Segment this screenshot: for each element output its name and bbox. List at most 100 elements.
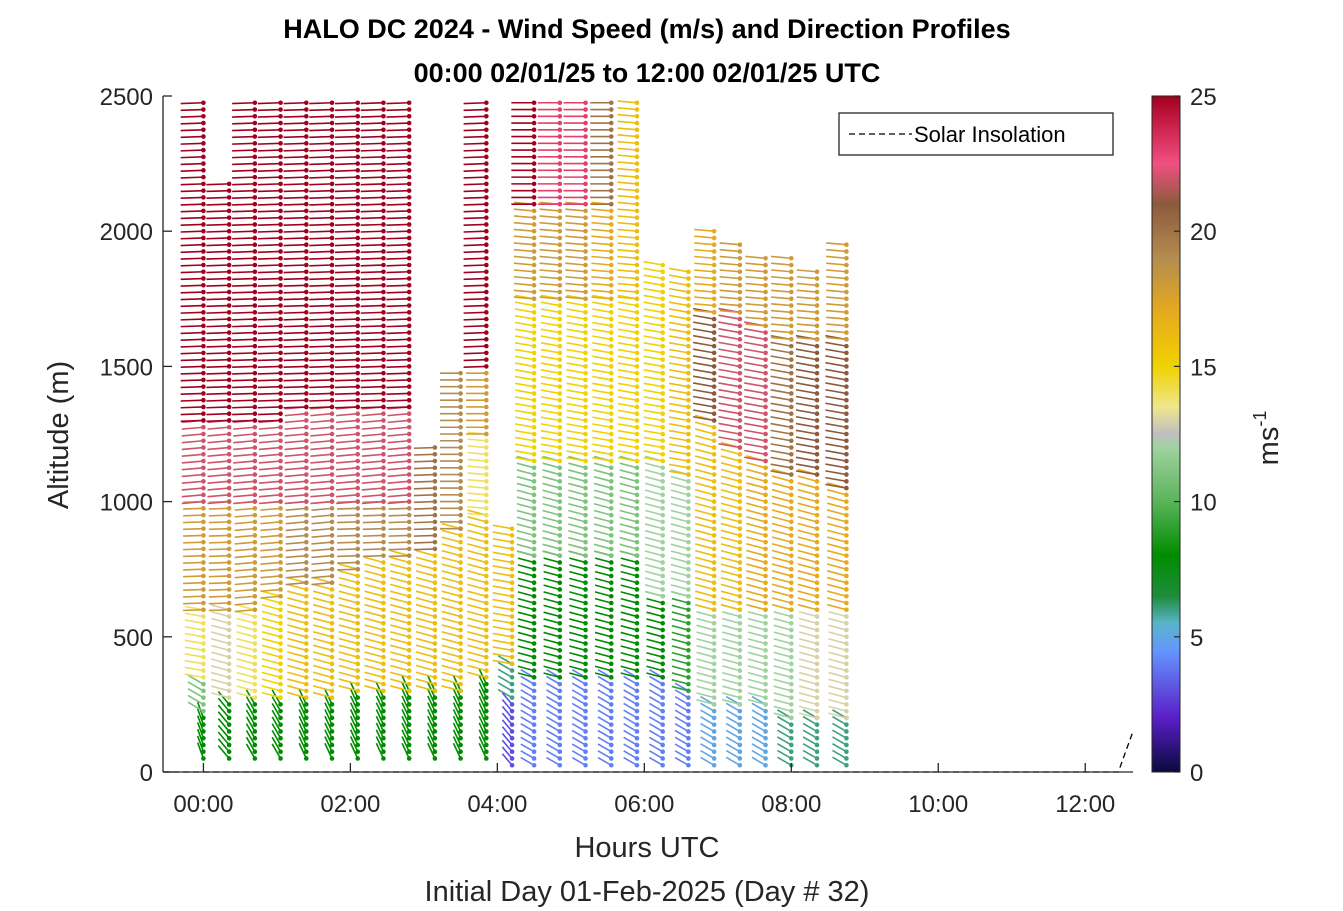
wind-barb-shaft — [211, 671, 230, 679]
wind-barb-shaft — [668, 328, 689, 334]
wind-barb-shaft — [309, 331, 333, 335]
wind-barb-point — [201, 749, 206, 755]
wind-barb-shaft — [310, 500, 333, 505]
wind-barb-shaft — [644, 590, 663, 598]
wind-barb-point — [583, 661, 588, 667]
wind-barb-point — [509, 553, 515, 558]
wind-barb-point — [844, 546, 849, 552]
wind-barb-point — [278, 681, 283, 687]
wind-barb-point — [763, 343, 768, 349]
wind-barb-point — [406, 756, 412, 761]
wind-barb-shaft — [180, 176, 204, 179]
wind-barb-shaft — [594, 645, 612, 652]
wind-barb-shaft — [257, 284, 281, 287]
wind-barb-point — [814, 627, 820, 633]
wind-barb-point — [329, 573, 335, 579]
wind-barb-point — [531, 688, 537, 694]
wind-barb-point — [608, 154, 614, 160]
wind-barb-point — [458, 566, 463, 572]
wind-barb-point — [303, 411, 309, 417]
wind-barb-shaft — [375, 688, 385, 705]
wind-barb-shaft — [232, 149, 255, 152]
wind-barb-shaft — [517, 672, 535, 679]
wind-barb-shaft — [196, 735, 205, 752]
wind-barb-shaft — [825, 402, 847, 408]
wind-barb-point — [814, 485, 820, 491]
wind-barb-point — [432, 587, 438, 592]
wind-barb-point — [355, 303, 361, 308]
wind-barb-point — [201, 370, 206, 376]
wind-barb-point — [278, 526, 283, 531]
wind-barb-point — [509, 762, 515, 768]
wind-barb-point — [226, 289, 232, 295]
wind-barb-point — [252, 337, 258, 342]
wind-barb-shaft — [722, 692, 741, 699]
wind-barb-shaft — [232, 183, 255, 186]
wind-barb-point — [355, 424, 361, 430]
wind-barb-point — [252, 208, 258, 214]
wind-barb-point — [711, 262, 717, 268]
x-axis-ticks: 00:00 02:00 04:00 06:00 08:00 10:00 12:00 — [173, 763, 1115, 818]
wind-barb-shaft — [592, 389, 612, 395]
wind-barb-shaft — [771, 482, 792, 489]
wind-barb-shaft — [401, 715, 410, 732]
wind-barb-shaft — [694, 603, 715, 611]
wind-barb-point — [557, 641, 563, 646]
wind-barb-shaft — [206, 365, 230, 368]
wind-barb-shaft — [283, 318, 307, 321]
wind-barb-point — [381, 249, 386, 254]
wind-barb-point — [763, 533, 768, 538]
wind-barb-shaft — [245, 716, 256, 732]
wind-barb-point — [583, 593, 588, 599]
wind-barb-point — [201, 681, 206, 687]
wind-barb-point — [788, 323, 794, 329]
wind-barb-point — [583, 262, 588, 268]
wind-barb-point — [406, 533, 412, 538]
wind-barb-shaft — [644, 543, 663, 550]
wind-barb-point — [458, 607, 463, 613]
wind-barb-point — [660, 391, 665, 396]
wind-barb-shaft — [771, 522, 792, 530]
wind-barb-point — [303, 113, 309, 119]
wind-barb-shaft — [718, 341, 740, 347]
wind-barb-point — [201, 107, 206, 112]
wind-barb-point — [608, 499, 614, 504]
wind-barb-shaft — [463, 358, 487, 362]
wind-barb-shaft — [747, 678, 766, 685]
wind-barb-shaft — [771, 289, 792, 293]
wind-barb-shaft — [467, 603, 487, 611]
wind-barb-point — [381, 364, 386, 369]
wind-barb-point — [226, 735, 232, 741]
wind-barb-point — [737, 506, 743, 511]
wind-barb-point — [484, 113, 489, 119]
wind-barb-point — [329, 661, 335, 667]
wind-barb-point — [278, 472, 283, 477]
wind-barb-point — [303, 255, 309, 261]
wind-barb-point — [278, 141, 283, 146]
wind-barb-shaft — [232, 406, 255, 409]
wind-barb-shaft — [643, 301, 663, 307]
wind-barb-shaft — [232, 101, 255, 105]
wind-barb-point — [278, 323, 283, 329]
wind-barb-point — [531, 262, 537, 268]
wind-barb-point — [484, 303, 489, 308]
wind-barb-shaft — [591, 208, 612, 212]
wind-barb-point — [278, 533, 283, 538]
wind-barb-point — [660, 499, 665, 504]
wind-barb-shaft — [619, 516, 638, 523]
wind-barb-point — [711, 742, 717, 748]
wind-barb-point — [303, 174, 309, 180]
wind-barb-point — [634, 113, 640, 119]
wind-barb-point — [329, 269, 335, 275]
wind-barb-shaft — [207, 473, 230, 478]
wind-barb-point — [531, 492, 537, 498]
wind-barb-point — [608, 289, 614, 295]
wind-barb-point — [406, 634, 412, 640]
wind-barb-shaft — [441, 651, 461, 658]
wind-barb-shaft — [668, 274, 689, 280]
wind-barb-shaft — [180, 169, 204, 172]
wind-barb-shaft — [620, 672, 638, 679]
wind-barb-point — [788, 424, 794, 430]
wind-barb-shaft — [725, 736, 741, 746]
wind-barb-point — [763, 330, 768, 335]
